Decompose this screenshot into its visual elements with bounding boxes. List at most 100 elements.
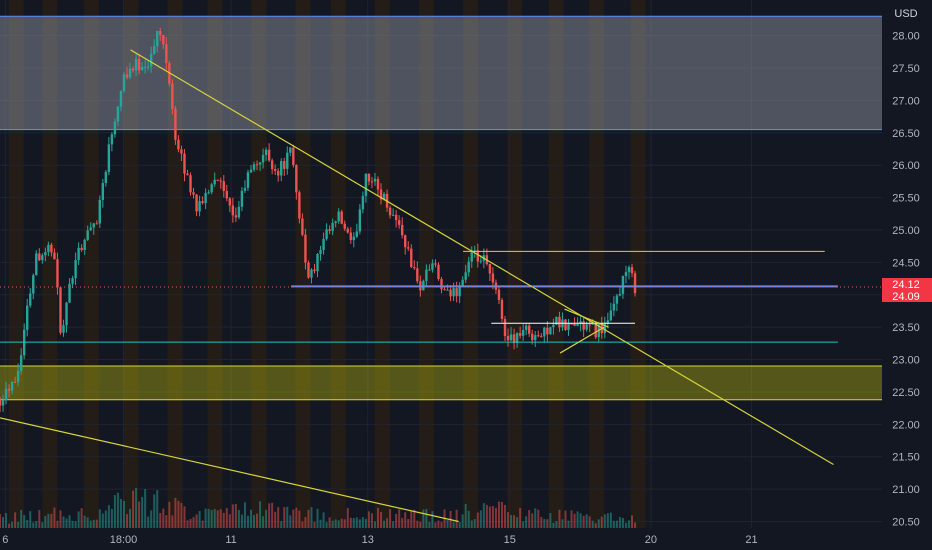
volume-bar-203	[612, 520, 615, 528]
y-tick-label-1: 27.50	[892, 63, 920, 75]
volume-bar-156	[470, 520, 473, 528]
y-tick-label-5: 25.50	[892, 193, 920, 205]
volume-bar-93	[280, 521, 283, 528]
candle-body-46	[137, 58, 141, 71]
volume-bar-47	[141, 496, 144, 528]
candle-body-13	[38, 253, 41, 261]
time-axis[interactable]: 6 18:00 11 13 15 20 21	[0, 528, 882, 550]
volume-bar-31	[92, 519, 95, 528]
candle-body-151	[455, 288, 458, 297]
volume-bar-130	[392, 521, 395, 528]
candle-body-80	[240, 190, 244, 207]
volume-bar-155	[467, 510, 470, 528]
volume-bar-107	[322, 512, 325, 528]
volume-bar-52	[156, 490, 159, 528]
candle-body-78	[234, 215, 238, 218]
x-tick-label-4: 15	[504, 534, 516, 546]
volume-bar-125	[377, 507, 379, 528]
candle-body-137	[413, 267, 416, 269]
volume-bar-43	[129, 508, 132, 528]
volume-bar-27	[80, 508, 83, 528]
x-tick-labels: 6 18:00 11 13 15 20 21	[2, 534, 757, 546]
candle-body-194	[585, 324, 588, 330]
candle-body-125	[376, 178, 380, 190]
candle-body-55	[165, 44, 168, 64]
candle-body-206	[621, 276, 625, 294]
volume-bar-168	[507, 511, 510, 528]
candle-body-188	[567, 323, 570, 331]
volume-bar-63	[189, 518, 192, 528]
candle-body-172	[518, 333, 522, 336]
candle-body-138	[416, 268, 419, 282]
candle-body-77	[231, 205, 235, 216]
candle-body-75	[225, 190, 228, 199]
volume-bar-72	[216, 510, 219, 528]
volume-bar-62	[186, 520, 189, 528]
wedge-lower-line	[559, 326, 605, 354]
volume-bar-128	[386, 518, 389, 528]
volume-bar-183	[552, 522, 555, 528]
candle-body-66	[198, 201, 201, 212]
volume-bar-18	[53, 507, 56, 528]
candle-body-41	[122, 74, 126, 91]
candle-body-40	[119, 90, 123, 107]
volume-bar-179	[540, 516, 543, 528]
volume-bar-186	[561, 519, 564, 528]
volume-bar-46	[138, 501, 141, 528]
candle-body-204	[615, 295, 619, 304]
candle-body-150	[452, 288, 455, 297]
volume-bar-140	[422, 509, 425, 528]
candle-body-159	[479, 260, 483, 262]
candle-body-4	[10, 381, 14, 391]
volume-bar-201	[606, 513, 609, 528]
x-tick-label-0: 6	[2, 534, 8, 546]
currency-label[interactable]: USD	[894, 8, 917, 20]
y-tick-label-15: 20.50	[892, 517, 920, 529]
volume-bar-21	[62, 516, 65, 528]
volume-bar-48	[144, 489, 147, 528]
volume-bar-104	[313, 521, 316, 528]
volume-bar-34	[101, 513, 104, 528]
y-tick-label-0: 28.00	[892, 31, 920, 43]
volume-bar-16	[47, 513, 50, 528]
session-band-15	[630, 0, 646, 528]
candle-body-156	[470, 250, 473, 262]
volume-bar-65	[195, 514, 198, 528]
volume-bar-94	[283, 507, 286, 528]
candle-body-44	[131, 68, 135, 71]
volume-bar-127	[383, 520, 386, 528]
candle-body-166	[500, 299, 504, 319]
session-band-3	[123, 0, 139, 528]
volume-bar-40	[119, 498, 122, 528]
candle-body-203	[612, 303, 616, 311]
candle-body-108	[325, 229, 328, 239]
volume-bar-185	[558, 509, 561, 528]
volume-bar-13	[38, 510, 41, 528]
volume-bar-137	[413, 509, 416, 528]
candle-body-7	[19, 355, 23, 371]
candle-body-153	[461, 279, 464, 287]
candle-body-73	[219, 180, 222, 182]
candle-body-180	[543, 327, 546, 337]
volume-bar-92	[277, 507, 280, 528]
volume-bar-70	[210, 510, 213, 528]
volume-bar-162	[488, 506, 491, 528]
volume-bar-75	[225, 508, 228, 528]
drawing-layer	[0, 49, 838, 523]
volume-bar-192	[579, 513, 582, 528]
volume-bar-98	[295, 507, 298, 528]
session-band-2	[83, 0, 99, 528]
candle-body-38	[113, 121, 117, 135]
volume-bar-177	[534, 508, 537, 528]
wedge-upper-line	[564, 308, 609, 328]
demand-zone	[0, 366, 882, 400]
volume-bar-20	[59, 510, 62, 528]
volume-bar-117	[352, 518, 355, 528]
candle-body-20	[59, 287, 62, 333]
candle-body-97	[292, 147, 295, 166]
volume-bar-169	[510, 515, 513, 528]
y-tick-label-3: 26.50	[892, 128, 920, 140]
volume-bar-152	[458, 522, 461, 528]
price-axis[interactable]: 28.00 27.50 27.00 26.50 26.00 25.50 25.00 24.50…	[882, 0, 932, 550]
